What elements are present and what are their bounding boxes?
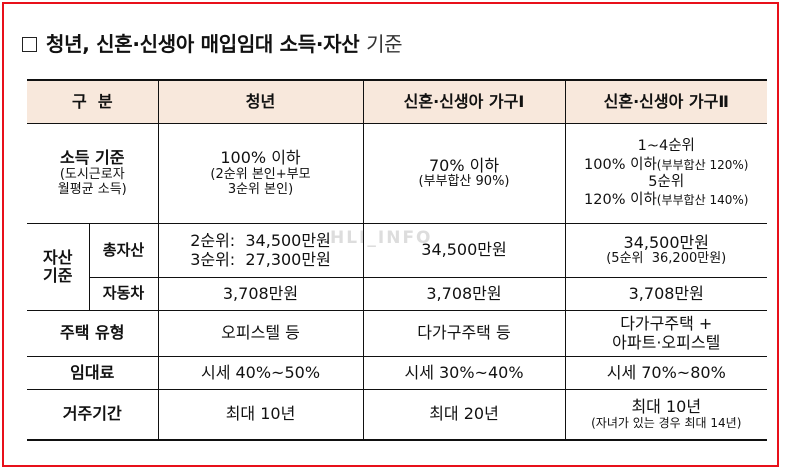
rent-label: 임대료 (27, 356, 159, 390)
income-youth-cell: 100% 이하 (2순위 본인+부모 3순위 본인) (157, 123, 364, 224)
assets-total-type1: 34,500만원 (362, 223, 566, 278)
assets-car-youth: 3,708만원 (157, 277, 364, 311)
income-row: 소득 기준 (도시근로자 월평균 소득) 100% 이하 (2순위 본인+부모 … (27, 123, 767, 224)
criteria-table: 구 분 청년 신혼·신생아 가구Ⅰ 신혼·신생아 가구Ⅱ 소득 기준 (도시근로… (27, 79, 767, 441)
header-type2: 신혼·신생아 가구Ⅱ (564, 79, 767, 124)
assets-total-youth-line1: 2순위: 34,500만원 (190, 231, 331, 251)
period-type1: 최대 20년 (362, 389, 566, 440)
housing-youth: 오피스텔 등 (157, 310, 364, 357)
housing-type2-line2: 아파트·오피스텔 (612, 332, 721, 352)
assets-total-youth-cell: 2순위: 34,500만원 3순위: 27,300만원 (157, 223, 364, 278)
rent-row: 임대료 시세 40%~50% 시세 30%~40% 시세 70%~80% (27, 356, 767, 390)
housing-row: 주택 유형 오피스텔 등 다가구주택 등 다가구주택 + 아파트·오피스텔 (27, 310, 767, 357)
income-youth-note-2: 3순위 본인) (227, 181, 294, 197)
income-label-cell: 소득 기준 (도시근로자 월평균 소득) (27, 123, 159, 224)
assets-total-youth-line2: 3순위: 27,300만원 (190, 249, 331, 269)
income-type1-main: 70% 이하 (428, 155, 500, 175)
assets-total-row: 자산 기준 총자산 2순위: 34,500만원 3순위: 27,300만원 34… (27, 223, 767, 311)
assets-car-row: 자동차 3,708만원 3,708만원 3,708만원 (27, 277, 767, 311)
housing-type2-line1: 다가구주택 + (620, 314, 713, 334)
assets-car-type1: 3,708만원 (362, 277, 566, 311)
period-label: 거주기간 (27, 389, 159, 440)
income-type2-line4: 120% 이하(부부합산 140%) (584, 192, 749, 209)
income-type1-note: (부부합산 90%) (418, 174, 510, 190)
assets-label-1: 자산 (43, 247, 73, 267)
checkbox-icon (22, 37, 37, 52)
assets-total-type2-cell: 34,500만원 (5순위 36,200만원) (564, 223, 767, 278)
heading-title-normal: 기준 (366, 32, 403, 56)
income-type2-line3: 5순위 (648, 173, 685, 190)
rent-type2: 시세 70%~80% (564, 356, 767, 390)
assets-label-cell: 자산 기준 (27, 223, 90, 311)
period-youth: 최대 10년 (157, 389, 364, 440)
period-type2-cell: 최대 10년 (자녀가 있는 경우 최대 14년) (564, 389, 767, 440)
header-type1: 신혼·신생아 가구Ⅰ (362, 79, 566, 124)
assets-car-label: 자동차 (89, 277, 159, 311)
income-label: 소득 기준 (60, 148, 125, 168)
period-type2-line1: 최대 10년 (631, 397, 702, 417)
income-youth-note-1: (2순위 본인+부모 (210, 166, 311, 182)
document-heading: 청년, 신혼·신생아 매입임대 소득·자산 기준 (22, 28, 403, 57)
heading-title-bold: 청년, 신혼·신생아 매입임대 소득·자산 (46, 32, 360, 56)
rent-type1: 시세 30%~40% (362, 356, 566, 390)
income-type1-cell: 70% 이하 (부부합산 90%) (362, 123, 566, 224)
header-youth: 청년 (157, 79, 364, 124)
income-label-note-2: 월평균 소득) (57, 181, 127, 197)
housing-label: 주택 유형 (27, 310, 159, 357)
period-type2-line2: (자녀가 있는 경우 최대 14년) (591, 415, 742, 430)
rent-youth: 시세 40%~50% (157, 356, 364, 390)
income-type2-line2: 100% 이하(부부합산 120%) (584, 156, 749, 173)
assets-total-type2-main: 34,500만원 (623, 232, 709, 252)
income-youth-main: 100% 이하 (220, 148, 301, 168)
income-type2-cell: 1~4순위 100% 이하(부부합산 120%) 5순위 120% 이하(부부합… (564, 123, 767, 224)
table-header-row: 구 분 청년 신혼·신생아 가구Ⅰ 신혼·신생아 가구Ⅱ (27, 79, 767, 124)
assets-total-label: 총자산 (88, 223, 159, 278)
assets-label-2: 기준 (43, 266, 73, 285)
assets-car-type2: 3,708만원 (564, 277, 767, 311)
header-category: 구 분 (27, 79, 159, 124)
income-label-note-1: (도시근로자 (59, 166, 125, 182)
assets-total-type2-note: (5순위 36,200만원) (606, 251, 727, 267)
period-row: 거주기간 최대 10년 최대 20년 최대 10년 (자녀가 있는 경우 최대 … (27, 389, 767, 440)
red-border-frame (2, 2, 779, 467)
housing-type2-cell: 다가구주택 + 아파트·오피스텔 (564, 310, 767, 357)
housing-type1: 다가구주택 등 (362, 310, 566, 357)
income-type2-line1: 1~4순위 (637, 138, 695, 155)
